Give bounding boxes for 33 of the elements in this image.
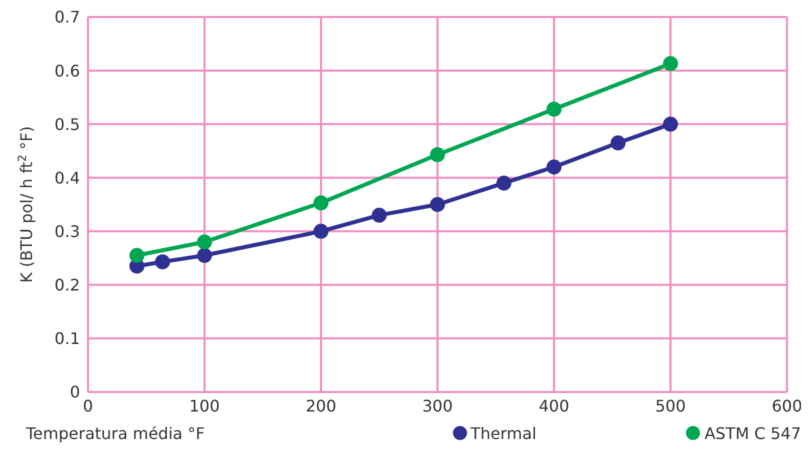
x-tick-label: 0: [82, 396, 94, 416]
point: [610, 135, 626, 150]
point: [430, 147, 445, 162]
point: [430, 197, 445, 212]
point: [546, 102, 562, 117]
x-axis-title: Temperatura média °F: [26, 424, 206, 442]
legend-label: Thermal: [470, 424, 536, 442]
y-tick-label: 0.2: [54, 276, 80, 295]
y-tick-label: 0.1: [54, 329, 80, 348]
point: [496, 176, 512, 191]
point: [314, 195, 328, 210]
point: [314, 224, 328, 239]
point: [129, 248, 144, 263]
point: [372, 208, 387, 223]
x-tick-label: 100: [189, 396, 220, 416]
point: [155, 254, 170, 270]
point: [197, 234, 212, 250]
y-tick-label: 0.5: [54, 114, 80, 134]
x-tick-label: 600: [772, 396, 802, 416]
point: [663, 116, 678, 132]
y-tick-label: 0.7: [54, 8, 80, 27]
y-tick-label: 0.3: [54, 222, 80, 241]
x-tick-label: 200: [306, 396, 336, 416]
y-tick-label: 0.6: [54, 61, 80, 80]
y-tick-label: 0.4: [54, 168, 80, 188]
x-tick-label: 300: [422, 396, 453, 416]
y-tick-label: 0: [70, 382, 80, 402]
legend-label: ASTM C 547: [704, 424, 801, 442]
point: [197, 248, 212, 263]
point: [546, 160, 562, 174]
point: [663, 56, 678, 72]
x-tick-label: 500: [655, 396, 686, 416]
x-tick-label: 400: [538, 396, 570, 416]
